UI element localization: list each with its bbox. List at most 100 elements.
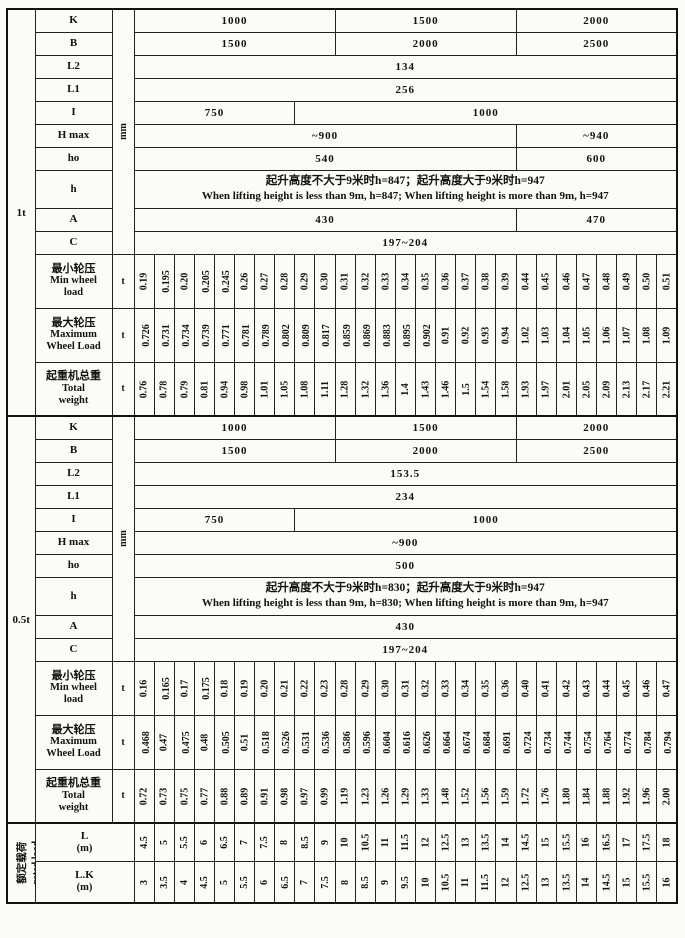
value-cell: 0.79 xyxy=(173,361,195,417)
value-cell: 0.40 xyxy=(515,660,537,716)
value-cell: 1.97 xyxy=(535,361,557,417)
value-cell: 0.76 xyxy=(133,361,155,417)
value-cell: 5 xyxy=(213,860,236,904)
value-cell: 234 xyxy=(133,484,678,509)
row-C-1t: C 197~204 xyxy=(7,230,678,255)
value-cell: 12.5 xyxy=(435,822,457,862)
value-cell: 1.96 xyxy=(636,768,658,824)
section-label-rated-load: 额定载荷 rated load xyxy=(6,822,36,904)
value-cell: 9.5 xyxy=(394,860,417,904)
value-cell: 0.36 xyxy=(495,660,517,716)
note-chinese: 起升高度不大于9米时h=830；起升高度大于9米时h=947 xyxy=(265,581,545,594)
param-label: 起重机总重 Total weight xyxy=(34,361,113,417)
value-cell: 153.5 xyxy=(133,461,678,486)
value-cell: 0.27 xyxy=(254,253,276,309)
value-cell: 7 xyxy=(294,860,316,904)
value-cell: 3 xyxy=(133,860,155,904)
value-cell: 13.5 xyxy=(555,860,577,904)
value-cell: 13.5 xyxy=(475,822,497,862)
row-span-LK: L.K (m) 3 3.5 4 4.5 5 5.5 6 6.5 7 7.5 8 8.5 9 9.5 10 10… xyxy=(7,860,678,904)
value-cell: 8.5 xyxy=(354,860,376,904)
row-A-05t: A 430 xyxy=(7,614,678,639)
value-cell: 5.5 xyxy=(173,822,195,862)
value-cell: 6.5 xyxy=(213,822,236,862)
value-cell: 0.245 xyxy=(213,253,236,309)
param-label: h xyxy=(34,169,113,209)
value-cell: 0.36 xyxy=(435,253,457,309)
value-cell: 1.72 xyxy=(515,768,537,824)
value-cell: 0.26 xyxy=(234,253,256,309)
param-label: B xyxy=(34,31,113,56)
param-label: B xyxy=(34,438,113,463)
value-cell: 1000 xyxy=(294,507,678,532)
value-cell: 0.895 xyxy=(394,307,417,363)
value-cell: 9 xyxy=(374,860,396,904)
value-cell: 0.20 xyxy=(254,660,276,716)
value-cell: 1.56 xyxy=(475,768,497,824)
value-cell: 15.5 xyxy=(636,860,658,904)
row-C-05t: C 197~204 xyxy=(7,637,678,662)
value-cell: 6 xyxy=(254,860,276,904)
value-cell: 0.664 xyxy=(435,714,457,770)
row-Hmax-05t: H max ~900 xyxy=(7,530,678,555)
unit-t: t xyxy=(111,307,135,363)
value-cell: 1.46 xyxy=(435,361,457,417)
value-cell: 430 xyxy=(133,614,678,639)
value-cell: 0.859 xyxy=(334,307,356,363)
value-cell: 0.744 xyxy=(555,714,577,770)
value-cell: 0.98 xyxy=(234,361,256,417)
note-english: When lifting height is less than 9m, h=8… xyxy=(201,190,609,203)
row-max-wheel-05t: 最大轮压 Maximum Wheel Load t 0.468 0.47 0.475… xyxy=(7,714,678,770)
spec-sheet: 1t K mm 1000 1500 2000 B 1500 2000 2500 … xyxy=(6,8,678,904)
value-cell: 14 xyxy=(575,860,598,904)
value-cell: 1.88 xyxy=(596,768,618,824)
value-cell: 16 xyxy=(656,860,678,904)
param-label: I xyxy=(34,507,113,532)
param-label: 起重机总重 Total weight xyxy=(34,768,113,824)
value-cell: 18 xyxy=(656,822,678,862)
value-cell: 1.43 xyxy=(415,361,437,417)
value-cell: 10.5 xyxy=(354,822,376,862)
value-cell: 0.596 xyxy=(354,714,376,770)
row-I-05t: I 750 1000 xyxy=(7,507,678,532)
value-cell: 0.33 xyxy=(374,253,396,309)
value-cell: 0.536 xyxy=(314,714,336,770)
value-cell: 2000 xyxy=(515,8,678,33)
param-label: 最小轮压 Min wheel load xyxy=(34,660,113,716)
value-cell: 0.99 xyxy=(314,768,336,824)
value-cell: 0.674 xyxy=(455,714,477,770)
value-cell: 1.08 xyxy=(294,361,316,417)
value-cell: 0.42 xyxy=(555,660,577,716)
value-cell: 0.81 xyxy=(193,361,215,417)
param-label: ho xyxy=(34,553,113,578)
value-cell: 1000 xyxy=(133,415,336,440)
value-cell: 0.734 xyxy=(535,714,557,770)
value-cell: 7 xyxy=(234,822,256,862)
value-cell: 0.20 xyxy=(173,253,195,309)
value-cell: 10 xyxy=(415,860,437,904)
value-cell: 0.73 xyxy=(153,768,175,824)
value-cell: 1.36 xyxy=(374,361,396,417)
value-cell: 17 xyxy=(616,822,638,862)
value-cell: 0.526 xyxy=(274,714,296,770)
value-cell: 0.771 xyxy=(213,307,236,363)
value-cell: 1500 xyxy=(334,8,517,33)
value-cell: 0.616 xyxy=(394,714,417,770)
value-cell: 0.47 xyxy=(656,660,678,716)
row-B-05t: B 1500 2000 2500 xyxy=(7,438,678,463)
value-cell: 0.883 xyxy=(374,307,396,363)
param-label: H max xyxy=(34,530,113,555)
value-cell: 1.5 xyxy=(455,361,477,417)
value-cell: 1500 xyxy=(334,415,517,440)
value-cell: 0.46 xyxy=(636,660,658,716)
param-label: A xyxy=(34,614,113,639)
row-max-wheel-1t: 最大轮压 Maximum Wheel Load t 0.726 0.731 0.73… xyxy=(7,307,678,363)
value-cell: 0.33 xyxy=(435,660,457,716)
value-cell: 0.48 xyxy=(193,714,215,770)
value-cell: 0.802 xyxy=(274,307,296,363)
value-cell: 0.809 xyxy=(294,307,316,363)
value-cell: 1.32 xyxy=(354,361,376,417)
param-label: 最小轮压 Min wheel load xyxy=(34,253,113,309)
value-cell: 0.691 xyxy=(495,714,517,770)
value-cell: 7.5 xyxy=(254,822,276,862)
